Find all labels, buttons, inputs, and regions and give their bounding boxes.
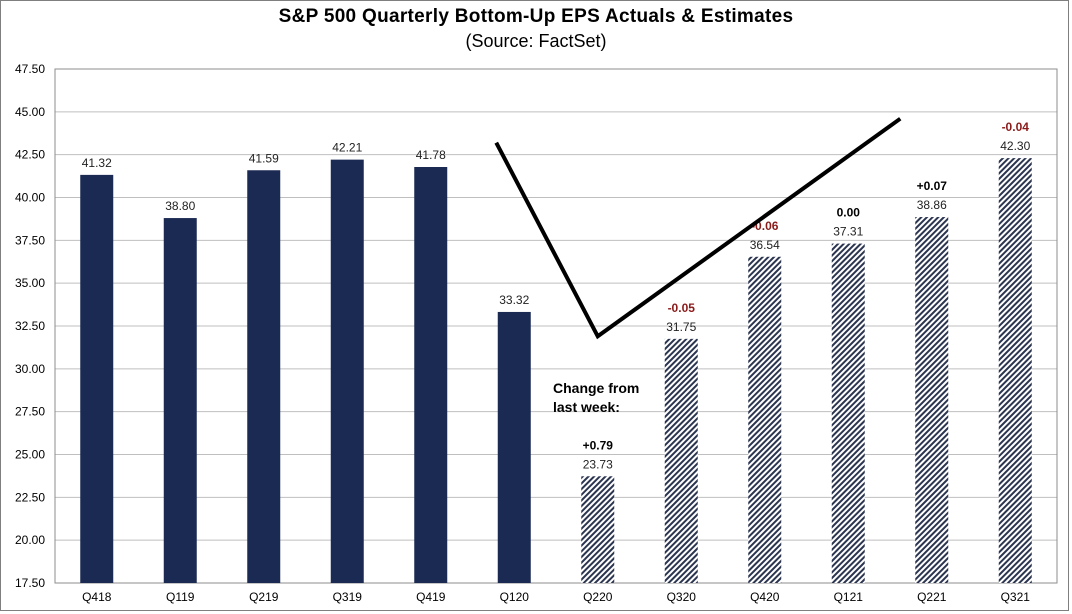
bar-q419 [414, 167, 448, 583]
x-tick-label: Q420 [750, 590, 780, 604]
value-label: 37.31 [833, 225, 863, 239]
value-label: 41.59 [249, 151, 279, 165]
bar-q418 [80, 174, 114, 583]
value-label: 23.73 [583, 457, 613, 471]
y-tick-label: 35.00 [15, 276, 45, 290]
x-tick-label: Q221 [917, 590, 947, 604]
x-tick-label: Q120 [500, 590, 530, 604]
y-tick-label: 42.50 [15, 148, 45, 162]
bar-q219 [247, 170, 281, 583]
chart-title: S&P 500 Quarterly Bottom-Up EPS Actuals … [278, 6, 794, 27]
weekly-change-label: 0.00 [837, 206, 861, 220]
bar-q420 [748, 256, 782, 583]
value-label: 41.78 [416, 148, 446, 162]
x-tick-label: Q418 [82, 590, 112, 604]
plot-border [54, 68, 1058, 584]
weekly-change-label: +0.07 [917, 179, 948, 193]
bar-q321 [998, 158, 1032, 584]
bar-q320 [664, 338, 698, 583]
y-tick-label: 40.00 [15, 191, 45, 205]
bar-q121 [831, 243, 865, 583]
bar-q220 [581, 476, 615, 583]
bar-q319 [330, 159, 364, 584]
y-tick-label: 20.00 [15, 533, 45, 547]
x-tick-label: Q319 [333, 590, 363, 604]
x-tick-label: Q320 [667, 590, 697, 604]
y-tick-label: 37.50 [15, 233, 45, 247]
annotation-line-2: last week: [553, 399, 620, 415]
line-layer [494, 117, 902, 340]
x-tick-label: Q220 [583, 590, 613, 604]
y-tick-label: 27.50 [15, 405, 45, 419]
bar-q119 [163, 218, 197, 583]
grid-layer [55, 68, 1057, 584]
bar-layer [80, 158, 1032, 584]
label-layer: 41.32 38.80 41.59 42.21 41.78 33.32 23.73 +0.79… [82, 120, 1031, 471]
y-tick-label: 30.00 [15, 362, 45, 376]
weekly-change-label: -0.04 [1002, 120, 1030, 134]
bar-q221 [915, 217, 949, 584]
y-tick-label: 45.00 [15, 105, 45, 119]
y-tick-label: 22.50 [15, 490, 45, 504]
axis-layer: 17.50 20.00 22.50 25.00 27.50 30.00 32.50 35.00… [15, 62, 1058, 604]
x-tick-label: Q119 [166, 590, 195, 604]
weekly-change-label: -0.05 [668, 301, 696, 315]
value-label: 31.75 [666, 320, 696, 334]
x-tick-label: Q219 [249, 590, 279, 604]
value-label: 38.80 [165, 199, 195, 213]
v-shape-line [494, 117, 902, 340]
value-label: 42.21 [332, 141, 362, 155]
value-label: 33.32 [499, 293, 529, 307]
x-tick-label: Q321 [1001, 590, 1031, 604]
value-label: 41.32 [82, 156, 112, 170]
value-label: 36.54 [750, 238, 780, 252]
annotation-line-1: Change from [553, 380, 639, 396]
y-tick-label: 17.50 [15, 576, 45, 590]
y-tick-label: 47.50 [15, 62, 45, 76]
weekly-change-label: +0.79 [583, 438, 614, 452]
x-tick-label: Q419 [416, 590, 446, 604]
bar-q120 [497, 311, 531, 583]
y-tick-label: 25.00 [15, 448, 45, 462]
chart-subtitle: (Source: FactSet) [465, 31, 607, 51]
value-label: 42.30 [1000, 139, 1030, 153]
value-label: 38.86 [917, 198, 947, 212]
x-tick-label: Q121 [834, 590, 864, 604]
y-tick-label: 32.50 [15, 319, 45, 333]
